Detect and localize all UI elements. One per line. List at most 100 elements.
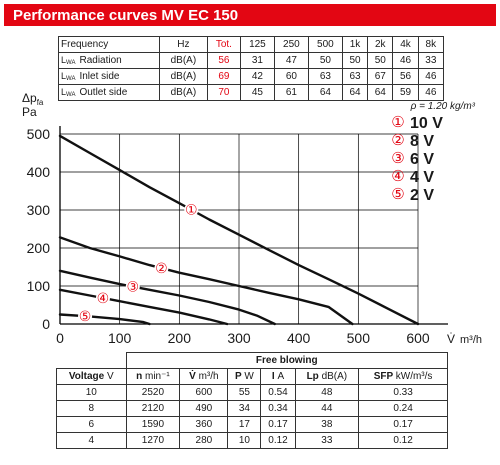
table-cell: 1270 — [125, 432, 181, 449]
column-header: I A — [260, 368, 296, 385]
frequency-header-cell: Tot. — [206, 36, 241, 53]
table-cell: 34 — [227, 400, 262, 417]
table-row: LWA Inlet side dB(A) 69 42 60 63 63 67 5… — [58, 68, 445, 85]
frequency-header-cell: 250 — [273, 36, 309, 53]
table-row: LWA Outlet side dB(A) 70 45 61 64 64 64 … — [58, 84, 445, 101]
frequency-header-label: Frequency — [58, 36, 160, 53]
table-cell: 360 — [179, 416, 229, 433]
unit-cell: dB(A) — [158, 68, 208, 85]
column-unit: W — [244, 371, 254, 382]
value-cell: 63 — [307, 68, 343, 85]
frequency-header-cell: 1k — [341, 36, 369, 53]
y-tick-label: 200 — [27, 240, 51, 256]
table-cell: 490 — [179, 400, 229, 417]
y-tick-label: 100 — [27, 278, 51, 294]
value-cell: 33 — [417, 52, 445, 69]
series-line — [58, 236, 354, 326]
value-cell: 46 — [417, 68, 445, 85]
frequency-header-cell: Hz — [158, 36, 208, 53]
table-cell: 0.12 — [260, 432, 296, 449]
legend-marker: ④ — [391, 167, 404, 185]
legend-label: 8 V — [410, 133, 434, 150]
table-row: 10 2520 600 55 0.54 48 0.33 — [56, 384, 448, 401]
value-cell: 61 — [273, 84, 309, 101]
table-cell: 2120 — [125, 400, 181, 417]
y-tick-label: 300 — [27, 202, 51, 218]
table-row: 8 2120 490 34 0.34 44 0.24 — [56, 400, 448, 417]
y-tick-label: 0 — [42, 316, 50, 332]
free-blowing-header-row: Voltage V n min⁻¹ V̇ m³/h P W I A Lp dB(… — [56, 368, 448, 385]
table-cell: 55 — [227, 384, 262, 401]
table-cell: 0.17 — [260, 416, 296, 433]
curve-marker: ② — [155, 261, 168, 277]
row-label: Inlet side — [77, 68, 160, 85]
column-symbol: Lp — [306, 371, 319, 382]
lwa-subscript: WA — [66, 92, 76, 98]
curve-marker-bg — [125, 279, 140, 294]
value-cell: 31 — [239, 52, 275, 69]
frequency-table: Frequency Hz Tot. 125 250 500 1k 2k 4k 8… — [58, 36, 445, 101]
value-cell: 64 — [307, 84, 343, 101]
table-cell: 280 — [179, 432, 229, 449]
frequency-header-cell: 500 — [307, 36, 343, 53]
x-tick-label: 400 — [287, 330, 311, 346]
value-cell: 46 — [392, 52, 419, 69]
table-cell: 48 — [294, 384, 360, 401]
value-cell: 60 — [273, 68, 309, 85]
table-cell: 0.54 — [260, 384, 296, 401]
legend-label: 10 V — [410, 115, 443, 132]
table-cell: 0.33 — [358, 384, 448, 401]
lwa-subscript: WA — [66, 76, 76, 82]
curve-marker-bg — [78, 309, 93, 324]
value-cell: 50 — [367, 52, 394, 69]
column-symbol: n — [136, 371, 143, 382]
column-unit: min⁻¹ — [145, 371, 170, 382]
legend-marker: ② — [391, 131, 404, 149]
column-header: V̇ m³/h — [179, 368, 229, 385]
free-blowing-title: Free blowing — [125, 352, 448, 369]
row-label: Outlet side — [77, 84, 160, 101]
legend-label: 2 V — [410, 187, 434, 204]
series-line — [58, 288, 229, 326]
series-line — [58, 313, 151, 326]
curve-marker-bg — [95, 291, 110, 306]
table-cell: 6 — [56, 416, 127, 433]
legend-marker: ③ — [391, 149, 404, 167]
x-tick-label: 500 — [347, 330, 371, 346]
lwa-label: LWA — [58, 68, 78, 85]
table-cell: 0.24 — [358, 400, 448, 417]
legend-marker: ① — [391, 113, 404, 131]
table-cell: 8 — [56, 400, 127, 417]
title-bar: Performance curves MV EC 150 — [4, 4, 496, 26]
table-cell: 1590 — [125, 416, 181, 433]
unit-cell: dB(A) — [158, 84, 208, 101]
value-cell: 56 — [392, 68, 419, 85]
table-cell: 0.34 — [260, 400, 296, 417]
value-cell: 46 — [417, 84, 445, 101]
curve-marker: ④ — [97, 291, 110, 307]
x-tick-label: 200 — [168, 330, 192, 346]
column-unit: m³/h — [198, 371, 219, 382]
table-cell: 10 — [56, 384, 127, 401]
curve-marker: ③ — [127, 280, 140, 296]
density-label: ρ = 1.20 kg/m³ — [410, 101, 476, 112]
column-symbol: Voltage — [68, 371, 105, 382]
frequency-header-cell: 8k — [417, 36, 445, 53]
series-line — [58, 269, 276, 326]
table-cell: 4 — [56, 432, 127, 449]
column-symbol: V̇ — [189, 371, 196, 382]
frequency-header-row: Frequency Hz Tot. 125 250 500 1k 2k 4k 8… — [58, 36, 445, 53]
table-cell: 17 — [227, 416, 262, 433]
total-cell: 56 — [206, 52, 241, 69]
series-line — [58, 134, 420, 326]
legend-marker: ⑤ — [391, 185, 404, 203]
x-tick-label: 300 — [227, 330, 251, 346]
lwa-prefix: L — [61, 71, 67, 81]
curve-marker-bg — [154, 261, 169, 276]
empty-cell — [56, 352, 127, 369]
y-tick-label: 400 — [27, 164, 51, 180]
x-axis-symbol: V̇ — [447, 332, 455, 346]
unit-cell: dB(A) — [158, 52, 208, 69]
table-row: LWA Radiation dB(A) 56 31 47 50 50 50 46… — [58, 52, 445, 69]
